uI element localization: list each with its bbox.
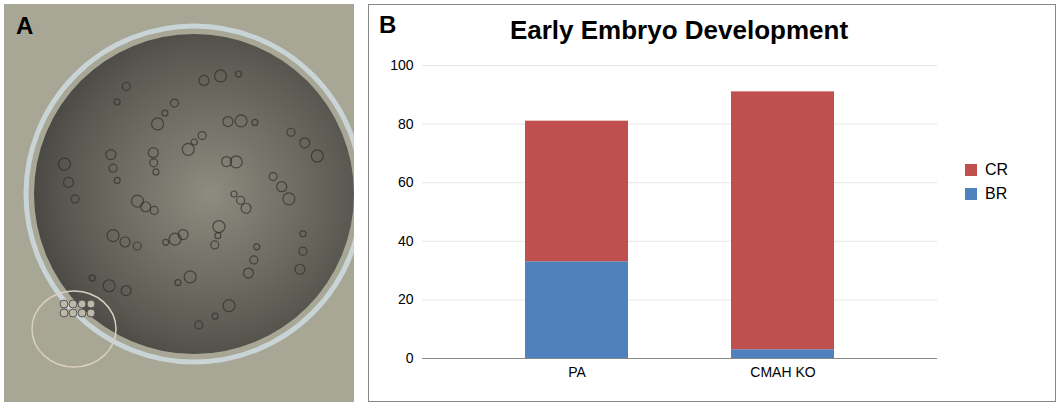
svg-text:CMAH KO: CMAH KO: [750, 364, 815, 380]
svg-text:PA: PA: [568, 364, 586, 380]
svg-text:20: 20: [398, 291, 414, 307]
html-text:CR: CR: [985, 161, 1009, 178]
html-text:BR: BR: [985, 185, 1008, 202]
svg-text:40: 40: [398, 233, 414, 249]
svg-text:100: 100: [390, 57, 414, 73]
html-text:Early Embryo Development: Early Embryo Development: [509, 15, 849, 45]
html-text:A: A: [16, 12, 34, 39]
svg-text:80: 80: [398, 116, 414, 132]
svg-text:60: 60: [398, 174, 414, 190]
html-text:B: B: [379, 11, 397, 38]
svg-text:0: 0: [406, 350, 414, 366]
